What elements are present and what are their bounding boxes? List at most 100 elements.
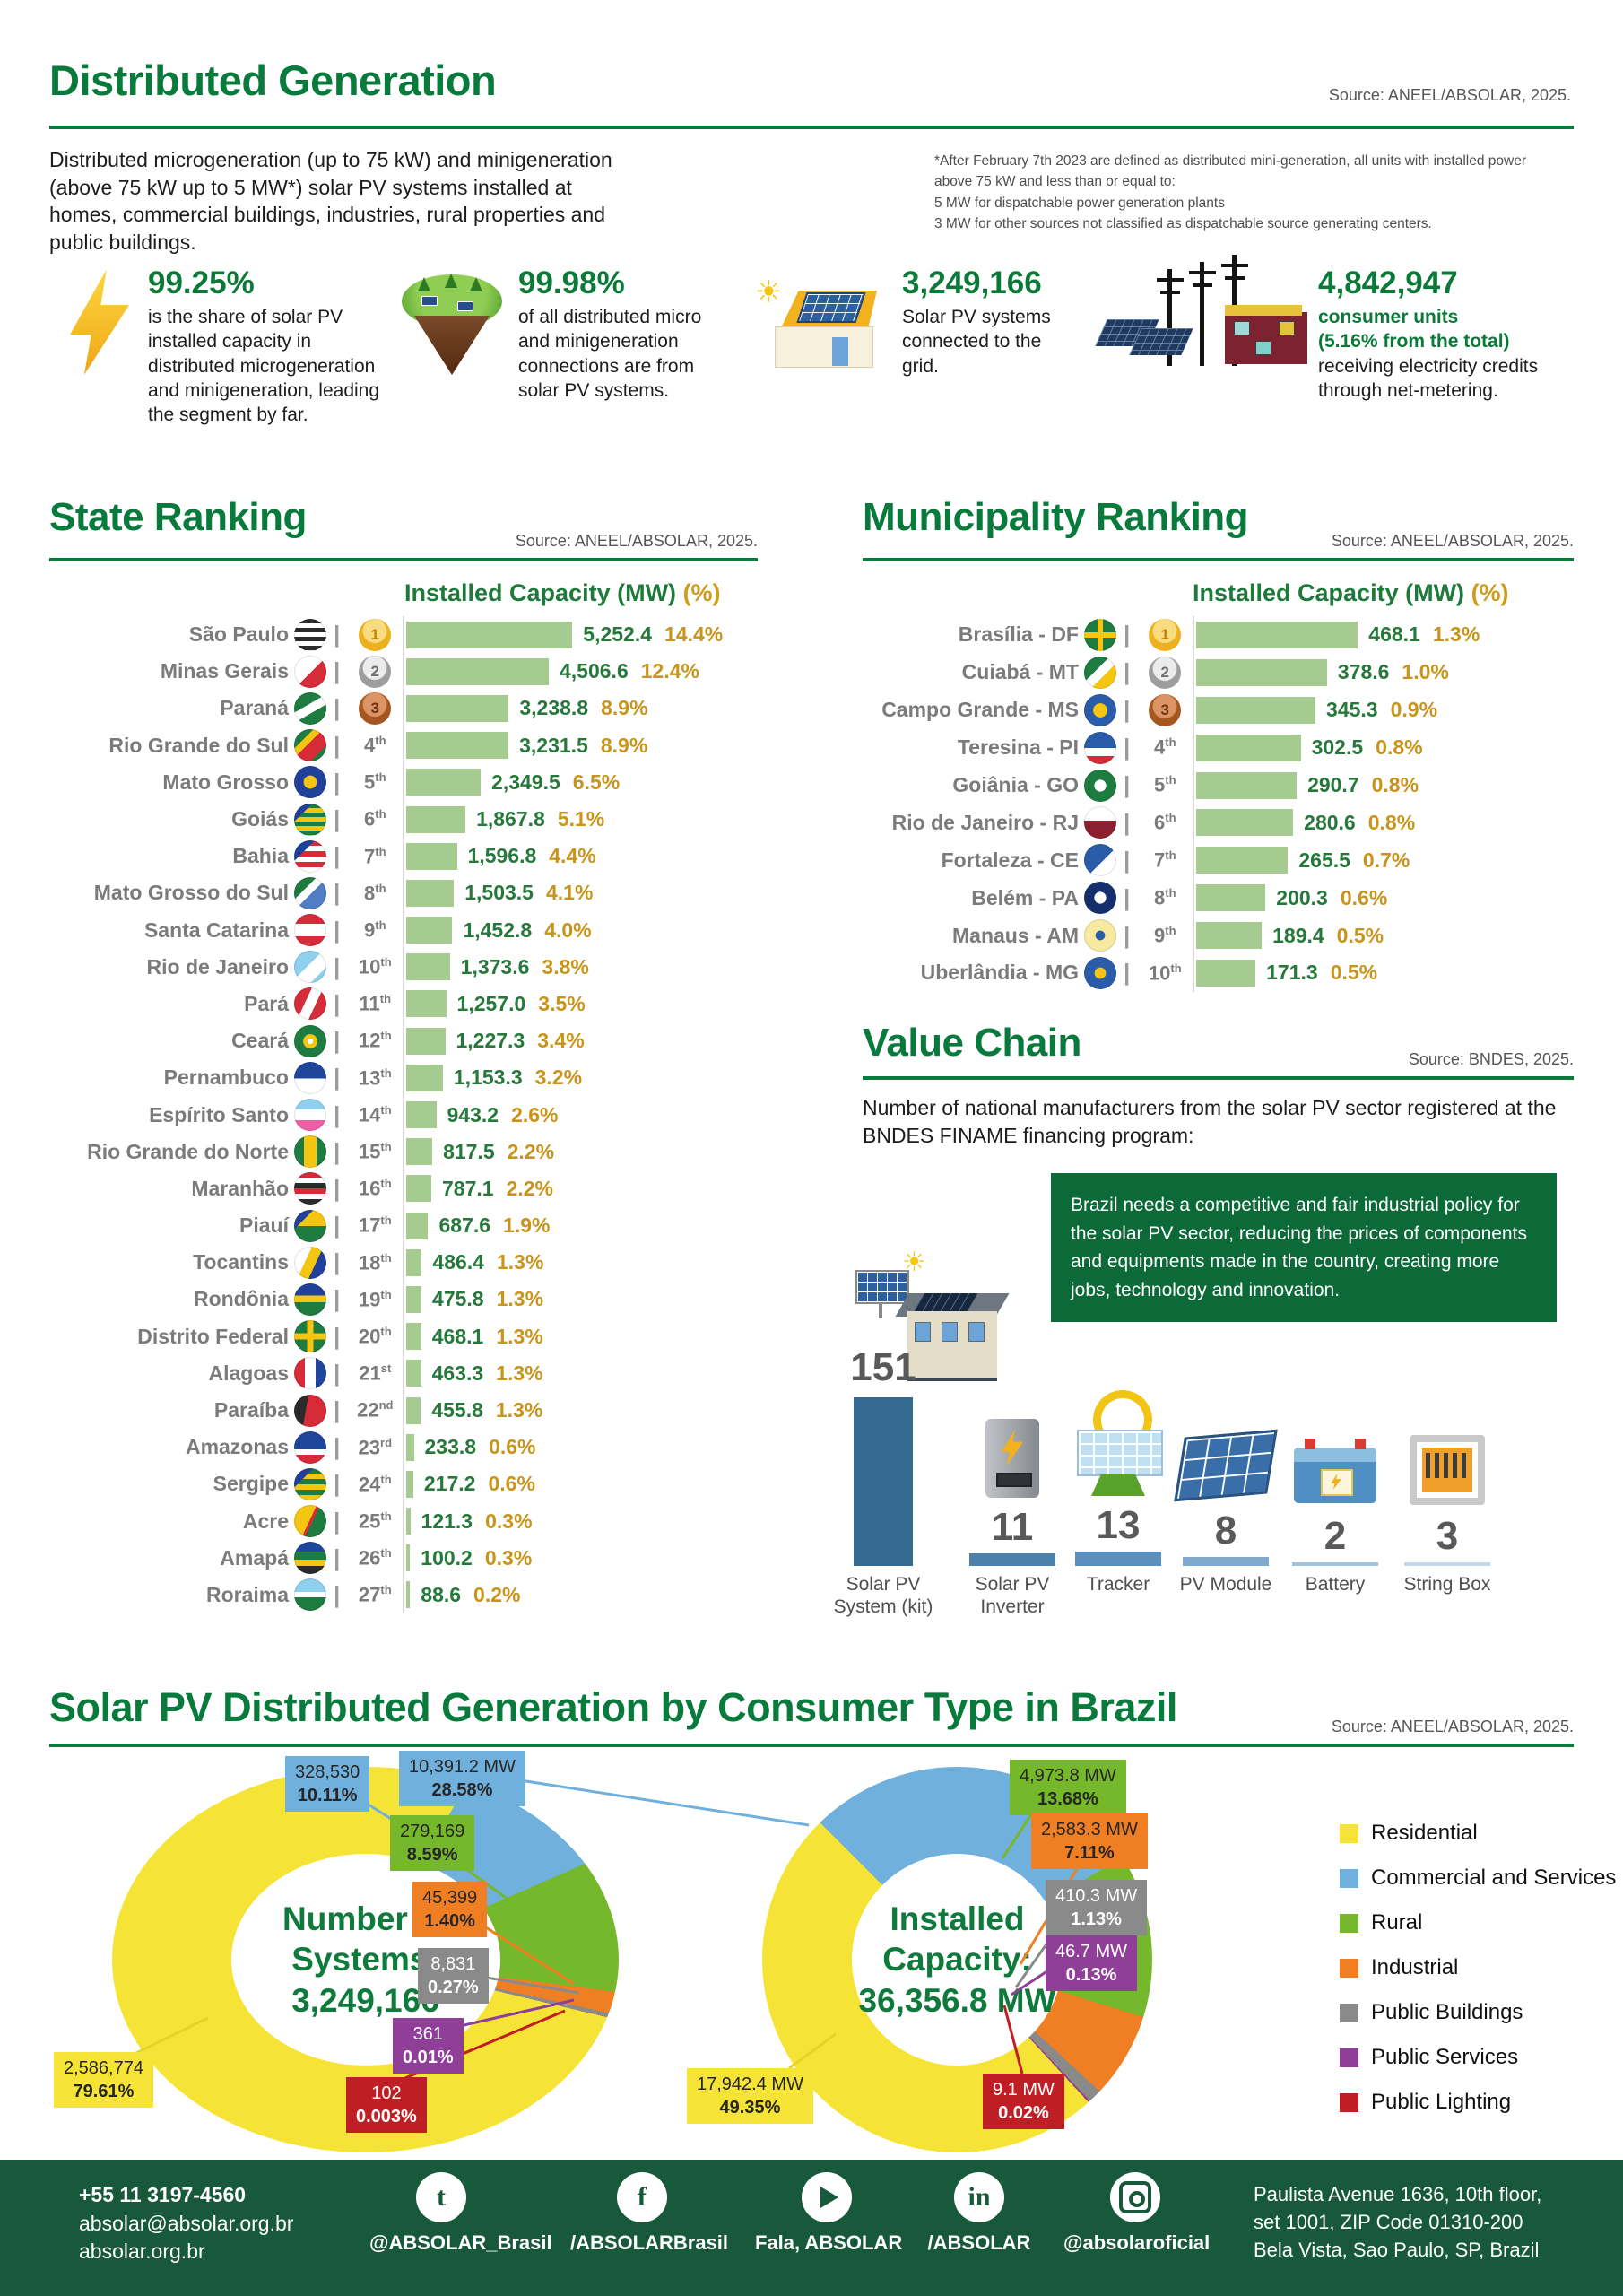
section-rule <box>49 1744 1574 1747</box>
section-title: Municipality Ranking <box>863 495 1249 539</box>
social-handle[interactable]: /ABSOLARBrasil <box>570 2231 729 2254</box>
ranking-row: Rio de Janeiro | 10th 1,373.6 3.8% <box>49 948 758 986</box>
bar-zone: 345.3 0.9% <box>1193 691 1437 729</box>
medal-icon: 2 <box>359 655 392 688</box>
legend-item: Residential <box>1340 1821 1478 1846</box>
divider: | <box>1124 883 1131 911</box>
social-handle[interactable]: /ABSOLAR <box>927 2231 1031 2254</box>
legend-item: Rural <box>1340 1910 1422 1935</box>
youtube-icon[interactable] <box>802 2172 852 2222</box>
capacity-pct: 0.8% <box>1376 735 1423 760</box>
region-name: Pará <box>244 991 289 1015</box>
capacity-pct: 0.6% <box>489 1435 536 1459</box>
value-chain-label: String Box <box>1403 1574 1491 1595</box>
social-handle[interactable]: @ABSOLAR_Brasil <box>369 2231 552 2254</box>
twitter-social[interactable]: t @ABSOLAR_Brasil <box>369 2172 552 2255</box>
flag-icon <box>1084 806 1116 839</box>
capacity-bar <box>1196 771 1298 799</box>
stat-value: 4,842,947 <box>1318 265 1458 300</box>
donut-callout-label: 10,391.2 MW 28.58% <box>399 1751 525 1806</box>
bar-zone: 189.4 0.5% <box>1193 917 1384 955</box>
region-name: Piauí <box>239 1213 289 1238</box>
bar-zone: 4,506.6 12.4% <box>403 653 699 691</box>
legend-label: Public Buildings <box>1371 2000 1523 2024</box>
donut-callout-label: 45,399 1.40% <box>412 1882 488 1937</box>
flag-icon <box>1084 956 1116 989</box>
region-name: Belém - PA <box>971 885 1079 909</box>
divider: | <box>334 694 341 722</box>
rank-label: 19th <box>358 1287 392 1311</box>
rank-label: 20th <box>358 1324 392 1348</box>
facebook-social[interactable]: f/ABSOLARBrasil <box>570 2172 729 2255</box>
capacity-value: 171.3 <box>1266 961 1318 985</box>
divider: | <box>334 1137 341 1165</box>
instagram-social[interactable]: @absolaroficial <box>1063 2172 1211 2255</box>
capacity-bar <box>406 1433 414 1461</box>
facebook-icon[interactable]: f <box>617 2172 667 2222</box>
divider: | <box>1124 808 1131 836</box>
camera-icon <box>1119 2181 1151 2213</box>
rank-label: 15th <box>358 1140 392 1163</box>
linkedin-social[interactable]: in/ABSOLAR <box>907 2172 1051 2255</box>
donut-callout-label: 46.7 MW 0.13% <box>1046 1935 1138 1991</box>
divider: | <box>1124 771 1131 798</box>
ranking-row: Brasília - DF | 1 468.1 1.3% <box>863 616 1574 654</box>
rank-label: 17th <box>358 1213 392 1237</box>
capacity-pct: 4.0% <box>544 918 592 942</box>
value-chain-count: 11 <box>991 1505 1034 1549</box>
municipality-ranking-section: Municipality Ranking Source: ANEEL/ABSOL… <box>863 495 1574 992</box>
capacity-value: 1,503.5 <box>464 881 534 905</box>
flag-icon <box>294 1467 326 1500</box>
value-chain-count: 151 <box>850 1345 916 1389</box>
rank-label: 3 <box>1137 693 1193 726</box>
bar-zone: 100.2 0.3% <box>403 1539 532 1577</box>
region-name: Goiás <box>231 807 289 831</box>
linkedin-icon[interactable]: in <box>954 2172 1004 2222</box>
divider: | <box>1124 846 1131 874</box>
region-name: Sergipe <box>213 1472 289 1496</box>
region-name: Maranhão <box>191 1176 289 1200</box>
social-handle[interactable]: Fala, ABSOLAR <box>755 2231 903 2254</box>
ranking-row: Campo Grande - MS | 3 345.3 0.9% <box>863 691 1574 729</box>
bar-zone: 455.8 1.3% <box>403 1391 542 1430</box>
facebook-icon: f <box>638 2182 647 2212</box>
footer-email[interactable]: absolar@absolar.org.br <box>79 2211 294 2235</box>
bar-zone: 280.6 0.8% <box>1193 804 1415 842</box>
legend-label: Public Services <box>1371 2045 1519 2069</box>
divider: | <box>334 1248 341 1276</box>
donut-center-value: 3,249,166 <box>291 1981 439 2019</box>
value-chain-chart: 151 Solar PV System (kit) 11 Solar PV Inverte… <box>834 1345 1580 1617</box>
twitter-icon[interactable]: t <box>416 2172 466 2222</box>
section-source: Source: BNDES, 2025. <box>1408 1050 1574 1068</box>
footer-website[interactable]: absolar.org.br <box>79 2239 205 2264</box>
linkedin-icon: in <box>968 2182 991 2212</box>
rank-label: 2 <box>1137 656 1193 689</box>
ranking-row: Sergipe | 24th 217.2 0.6% <box>49 1465 758 1503</box>
divider: | <box>1124 959 1131 987</box>
capacity-value: 302.5 <box>1311 735 1364 760</box>
region-name: Amazonas <box>185 1435 289 1459</box>
divider: | <box>334 621 341 648</box>
region-name: Manaus - AM <box>952 923 1079 947</box>
intro-paragraph: Distributed microgeneration (up to 75 kW… <box>49 148 612 254</box>
value-chain-count: 2 <box>1324 1514 1347 1558</box>
capacity-bar <box>406 1396 421 1424</box>
flag-icon <box>294 1061 326 1094</box>
capacity-value: 455.8 <box>431 1398 483 1422</box>
flag-icon <box>1084 919 1116 952</box>
capacity-value: 1,153.3 <box>453 1065 523 1090</box>
ranking-row: Mato Grosso do Sul | 8th 1,503.5 4.1% <box>49 874 758 912</box>
capacity-value: 2,349.5 <box>491 770 560 794</box>
capacity-bar <box>406 1581 411 1609</box>
donut-callout-label: 9.1 MW 0.02% <box>983 2074 1064 2129</box>
capacity-value: 121.3 <box>421 1509 473 1533</box>
consumer-type-section-head: Solar PV Distributed Generation by Consu… <box>49 1684 1574 1747</box>
social-handle[interactable]: @absolaroficial <box>1063 2231 1211 2254</box>
region-name: Goiânia - GO <box>952 773 1079 796</box>
ranking-row: Goiás | 6th 1,867.8 5.1% <box>49 800 758 839</box>
divider: | <box>334 1396 341 1424</box>
instagram-icon[interactable] <box>1110 2172 1160 2222</box>
capacity-bar <box>1196 809 1294 837</box>
youtube-social[interactable]: Fala, ABSOLAR <box>755 2172 903 2255</box>
page-title: Distributed Generation <box>49 57 497 104</box>
